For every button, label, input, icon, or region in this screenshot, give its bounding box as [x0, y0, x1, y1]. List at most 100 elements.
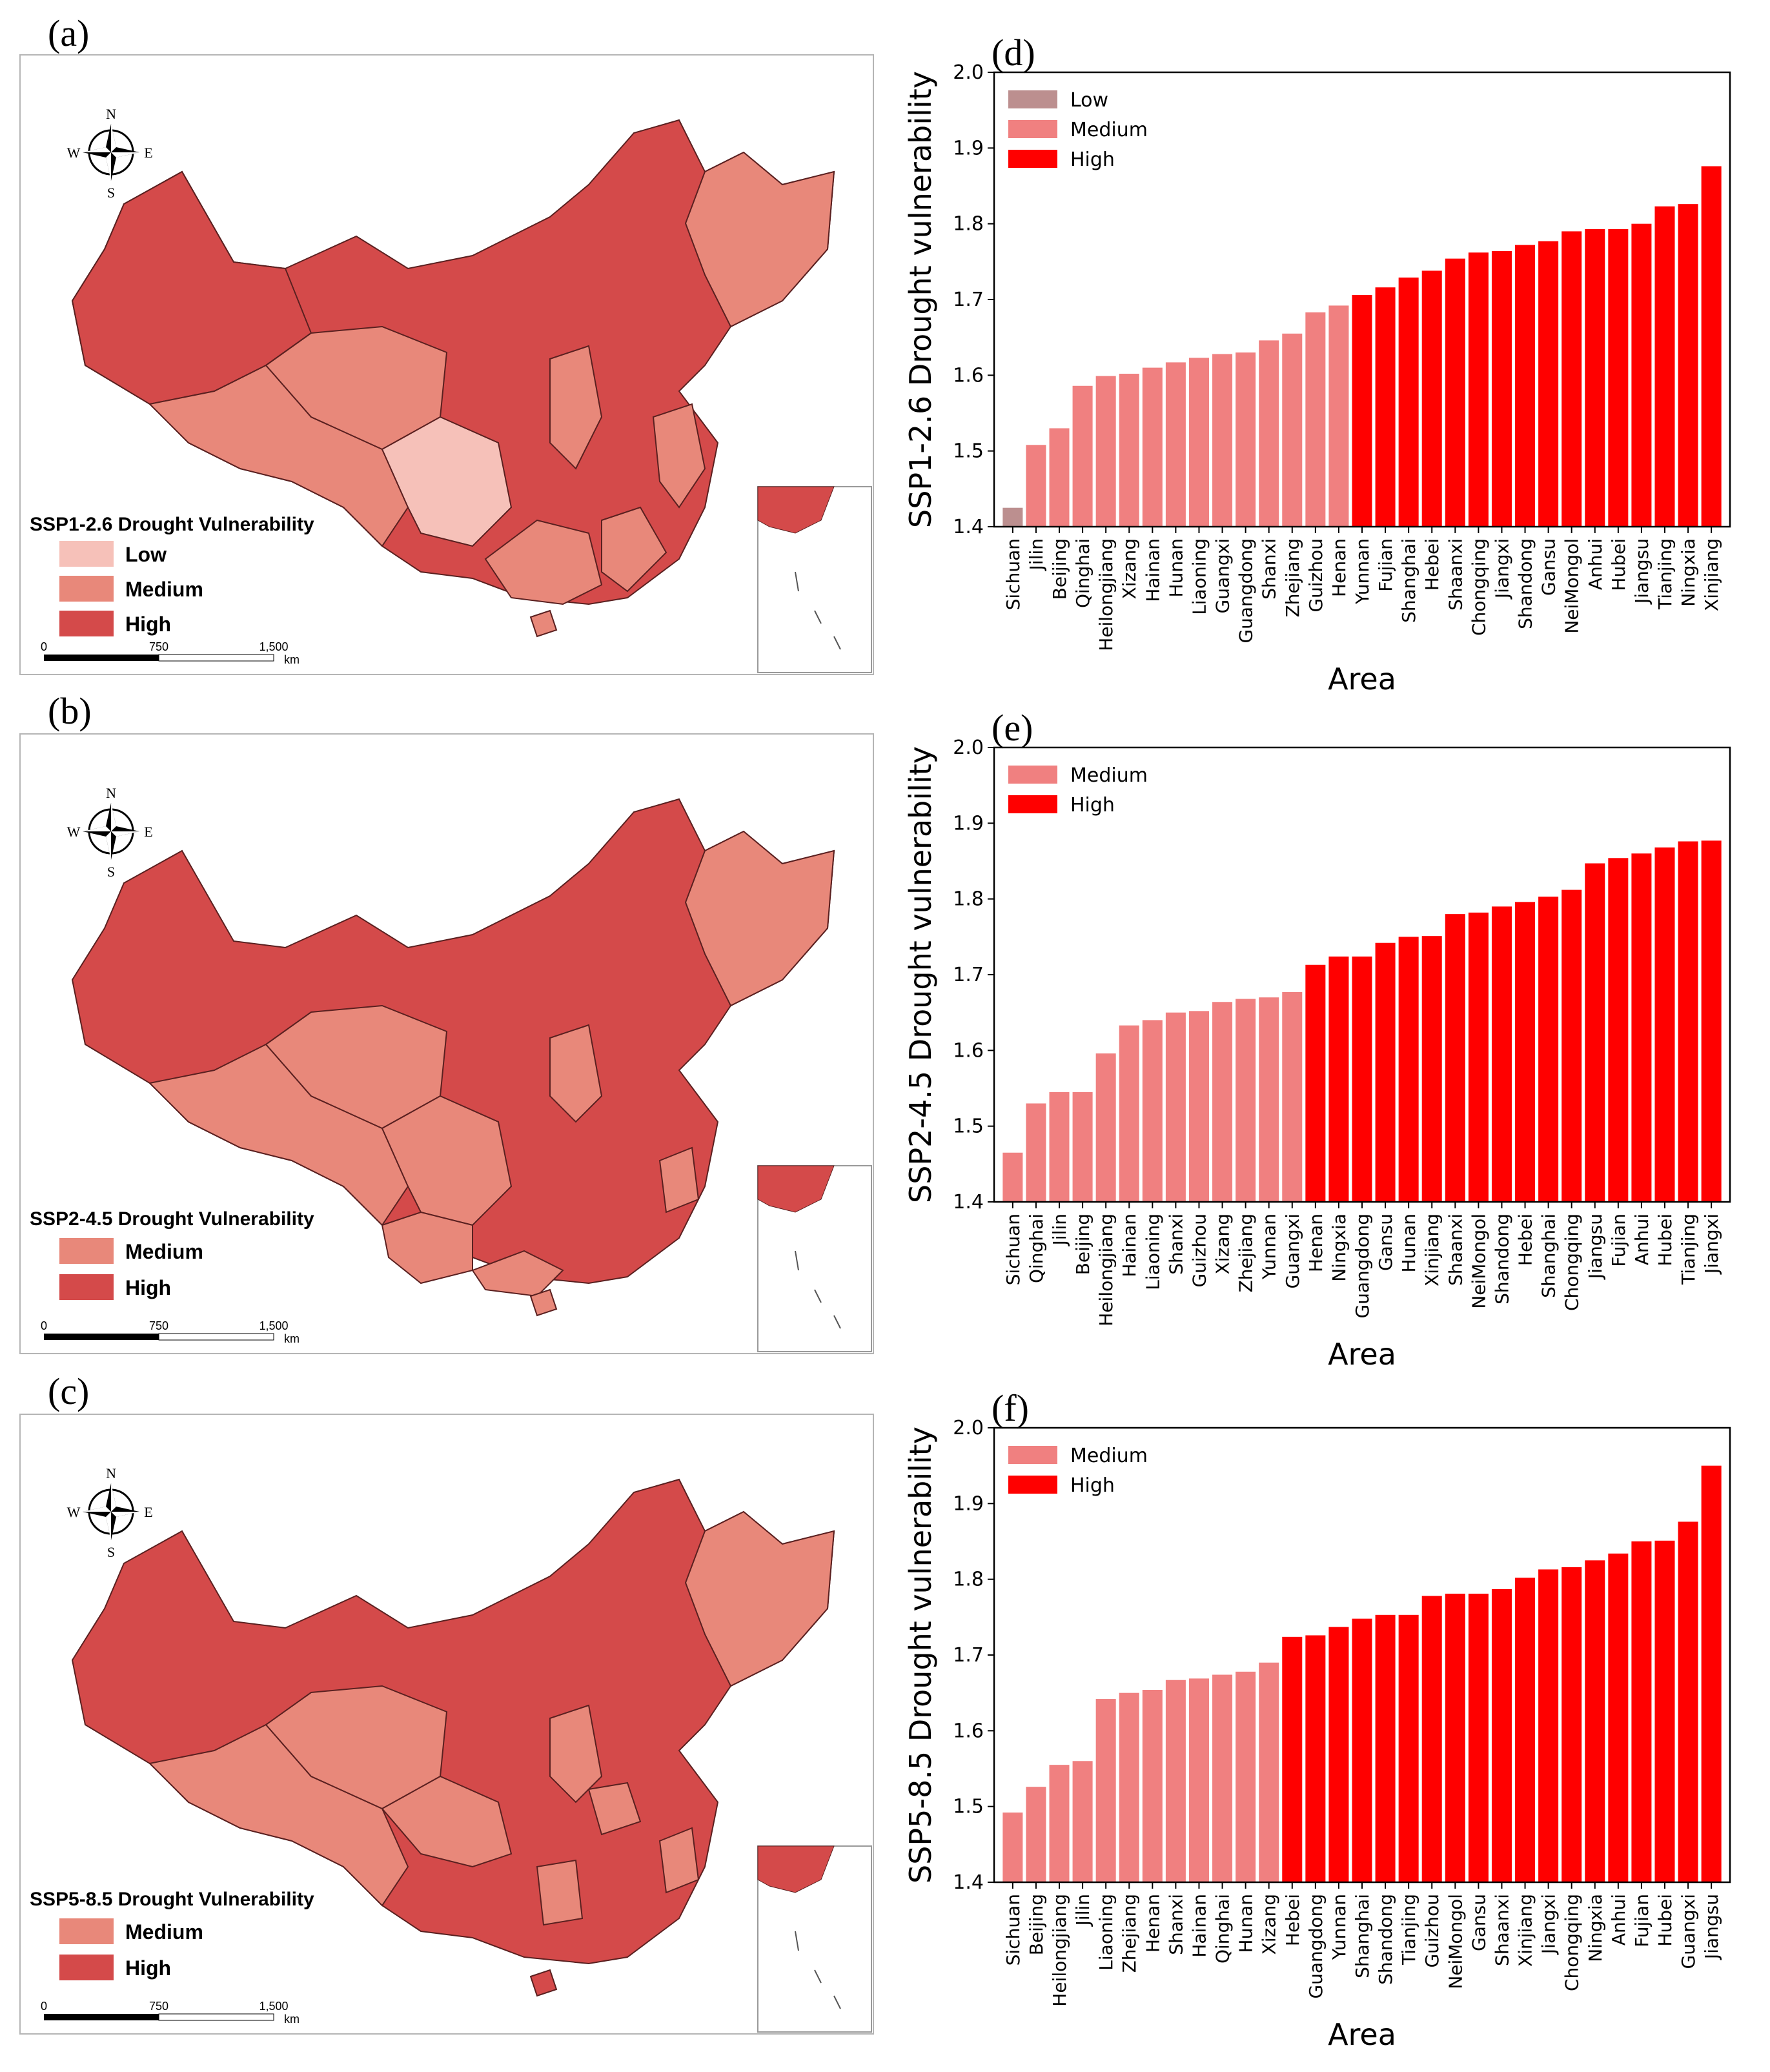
svg-text:0: 0: [41, 640, 47, 653]
bar-shandong: [1515, 245, 1536, 527]
x-tick-label: Sichuan: [1002, 1214, 1024, 1285]
bar-jiangsu: [1701, 1465, 1722, 1882]
bar-shandong: [1491, 906, 1512, 1202]
x-tick-label: Xizang: [1259, 1894, 1280, 1955]
svg-text:750: 750: [149, 2000, 168, 2013]
svg-text:W: W: [67, 1504, 81, 1520]
x-tick-label: Henan: [1142, 1894, 1163, 1953]
x-tick-label: Liaoning: [1095, 1894, 1117, 1971]
x-tick-label: Anhui: [1631, 1214, 1653, 1265]
x-tick-label: Liaoning: [1188, 538, 1210, 615]
x-tick-label: Hubei: [1654, 1214, 1676, 1266]
x-tick-label: Gansu: [1375, 1214, 1396, 1271]
y-tick-label: 1.9: [953, 812, 984, 835]
y-tick-label: 2.0: [953, 61, 984, 84]
bar-anhui: [1631, 853, 1652, 1202]
bar-xizang: [1259, 1662, 1279, 1882]
x-tick-label: Henan: [1305, 1214, 1327, 1272]
bar-jiangxi: [1538, 1569, 1559, 1882]
bar-hunan: [1165, 362, 1186, 527]
bar-neimongol: [1561, 231, 1582, 527]
bar-guangdong: [1236, 352, 1256, 527]
bar-shaanxi: [1445, 258, 1465, 527]
bar-hubei: [1608, 229, 1629, 527]
region-xizang: [148, 1723, 409, 1907]
region-sichuan: [381, 416, 513, 547]
bar-xizang: [1119, 373, 1139, 527]
svg-text:0: 0: [41, 1319, 47, 1332]
x-tick-label: Ningxia: [1328, 1214, 1350, 1282]
bar-beijing: [1026, 1787, 1046, 1882]
inset-mainland: [757, 1165, 835, 1213]
x-tick-label: Shandong: [1375, 1894, 1396, 1985]
x-tick-label: Xinjiang: [1515, 1894, 1536, 1967]
x-tick-label: Anhui: [1608, 1894, 1629, 1945]
x-tick-label: Guangdong: [1352, 1214, 1373, 1319]
x-tick-label: Jilin: [1072, 1894, 1094, 1927]
bar-henan: [1305, 964, 1326, 1202]
x-tick-label: Hainan: [1188, 1894, 1210, 1958]
map-ssp585: N S E W SSP5-8.5 Drought Vulnerability M…: [19, 1414, 874, 2035]
bar-neimongol: [1468, 912, 1489, 1202]
x-tick-label: NeiMongol: [1561, 538, 1583, 634]
x-tick-label: Shaanxi: [1491, 1894, 1512, 1966]
y-axis-label: SSP2-4.5 Drought vulnerability: [903, 746, 938, 1203]
x-tick-label: Chongqing: [1468, 538, 1489, 636]
bar-fujian: [1631, 1541, 1652, 1882]
bar-liaoning: [1095, 1699, 1116, 1882]
bar-gansu: [1375, 942, 1396, 1202]
x-tick-label: Shanghai: [1352, 1894, 1373, 1978]
x-tick-label: Hebei: [1282, 1894, 1303, 1946]
x-axis-label: Area: [1328, 2017, 1396, 2052]
svg-text:N: N: [106, 106, 116, 122]
region-qinghai: [265, 325, 448, 451]
bar-heilongjiang: [1049, 1765, 1070, 1882]
bar-guizhou: [1305, 312, 1326, 527]
x-tick-label: Gansu: [1468, 1894, 1489, 1951]
bar-xizang: [1212, 1002, 1233, 1202]
bar-henan: [1328, 305, 1349, 527]
legend-swatch-high: [59, 611, 114, 636]
bar-heilongjiang: [1095, 1053, 1116, 1202]
x-tick-label: Tianjing: [1678, 1214, 1699, 1285]
region-central-medium: [549, 345, 603, 470]
bar-shanxi: [1165, 1680, 1186, 1882]
x-tick-label: Jiangxi: [1701, 1214, 1722, 1275]
x-tick-label: Heilongjiang: [1049, 1894, 1070, 2007]
compass-icon: N S E W: [67, 106, 153, 201]
x-tick-label: Jiangxi: [1491, 538, 1512, 600]
inset-islands: [795, 1931, 841, 2009]
bar-yunnan: [1259, 997, 1279, 1202]
x-tick-label: Beijing: [1072, 1214, 1094, 1275]
bar-shandong: [1375, 1614, 1396, 1882]
bar-anhui: [1608, 1553, 1629, 1882]
x-tick-label: Jilin: [1026, 538, 1047, 571]
bar-heilongjiang: [1095, 376, 1116, 527]
svg-text:0: 0: [41, 2000, 47, 2013]
region-hainan: [529, 1288, 558, 1317]
x-tick-label: Hunan: [1398, 1214, 1419, 1272]
x-tick-label: Guizhou: [1421, 1894, 1443, 1968]
svg-text:S: S: [107, 1544, 115, 1560]
x-axis-label: Area: [1328, 1337, 1396, 1372]
bar-fujian: [1608, 858, 1629, 1202]
bar-shanxi: [1165, 1012, 1186, 1202]
svg-text:750: 750: [149, 640, 168, 653]
legend-label-medium: Medium: [1070, 764, 1148, 787]
plot-frame: [993, 746, 1731, 1203]
svg-text:S: S: [107, 864, 115, 880]
inset-mainland: [757, 1845, 835, 1893]
svg-text:N: N: [106, 785, 116, 801]
x-tick-label: Hubei: [1608, 538, 1629, 591]
plot-frame: [993, 1427, 1731, 1884]
legend-swatch-low: [59, 541, 114, 567]
bar-jiangsu: [1631, 223, 1652, 527]
legend-label-medium: Medium: [1070, 119, 1148, 141]
x-tick-label: Anhui: [1585, 538, 1606, 590]
x-tick-label: Fujian: [1631, 1894, 1653, 1947]
legend-swatch-high: [1008, 795, 1057, 813]
region-yunnan: [381, 1211, 473, 1285]
bar-shanghai: [1538, 897, 1559, 1202]
x-tick-label: Beijing: [1049, 538, 1070, 600]
bar-sichuan: [1002, 1152, 1023, 1202]
